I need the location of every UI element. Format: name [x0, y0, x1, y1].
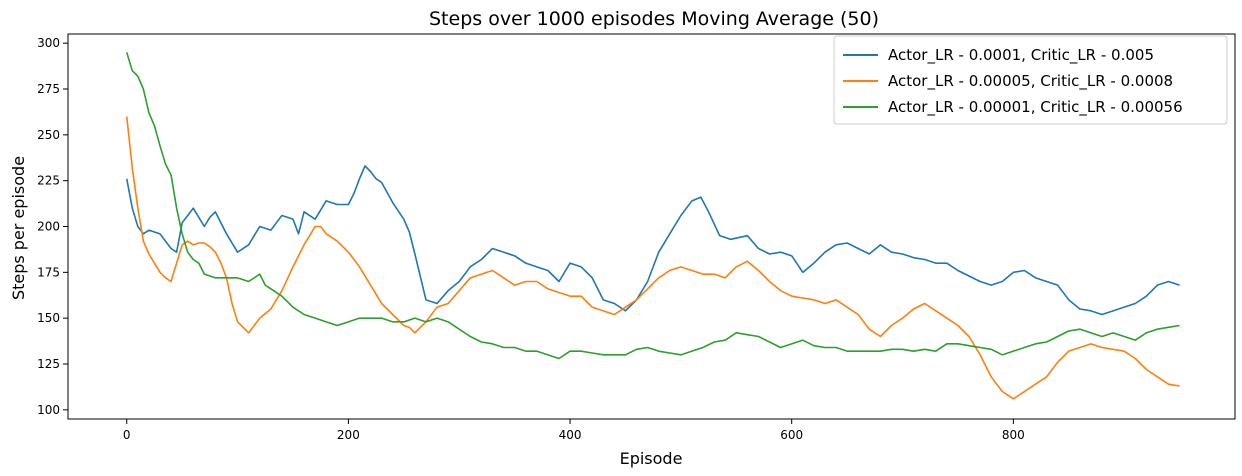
x-tick-label: 0 [123, 428, 131, 442]
y-tick-label: 175 [37, 265, 60, 279]
y-axis-label: Steps per episode [9, 156, 28, 300]
series-line-3 [125, 52, 1180, 360]
y-tick-label: 200 [37, 220, 60, 234]
plot-lines [125, 52, 1180, 400]
y-tick-label: 100 [37, 403, 60, 417]
chart-title: Steps over 1000 episodes Moving Average … [429, 8, 879, 30]
y-tick-label: 300 [37, 36, 60, 50]
y-tick-label: 250 [37, 128, 60, 142]
x-tick-label: 600 [780, 428, 803, 442]
y-tick-label: 125 [37, 357, 60, 371]
y-tick-label: 275 [37, 82, 60, 96]
axes: 0 200 400 600 800 100 125 150 175 200 225 250 275 300 [37, 33, 1236, 442]
x-tick-label: 200 [337, 428, 360, 442]
series-line-1 [125, 165, 1180, 316]
x-tick-label: 400 [559, 428, 582, 442]
legend-label-series-1: Actor_LR - 0.0001, Critic_LR - 0.005 [888, 46, 1154, 65]
legend: Actor_LR - 0.0001, Critic_LR - 0.005 Act… [833, 35, 1228, 125]
y-tick-label: 225 [37, 174, 60, 188]
x-tick-label: 800 [1002, 428, 1025, 442]
legend-label-series-3: Actor_LR - 0.00001, Critic_LR - 0.00056 [888, 98, 1183, 117]
y-tick-label: 150 [37, 311, 60, 325]
legend-label-series-2: Actor_LR - 0.00005, Critic_LR - 0.0008 [888, 72, 1173, 91]
x-axis-label: Episode [620, 449, 683, 468]
series-line-2 [125, 116, 1180, 400]
legend-frame [833, 35, 1228, 125]
